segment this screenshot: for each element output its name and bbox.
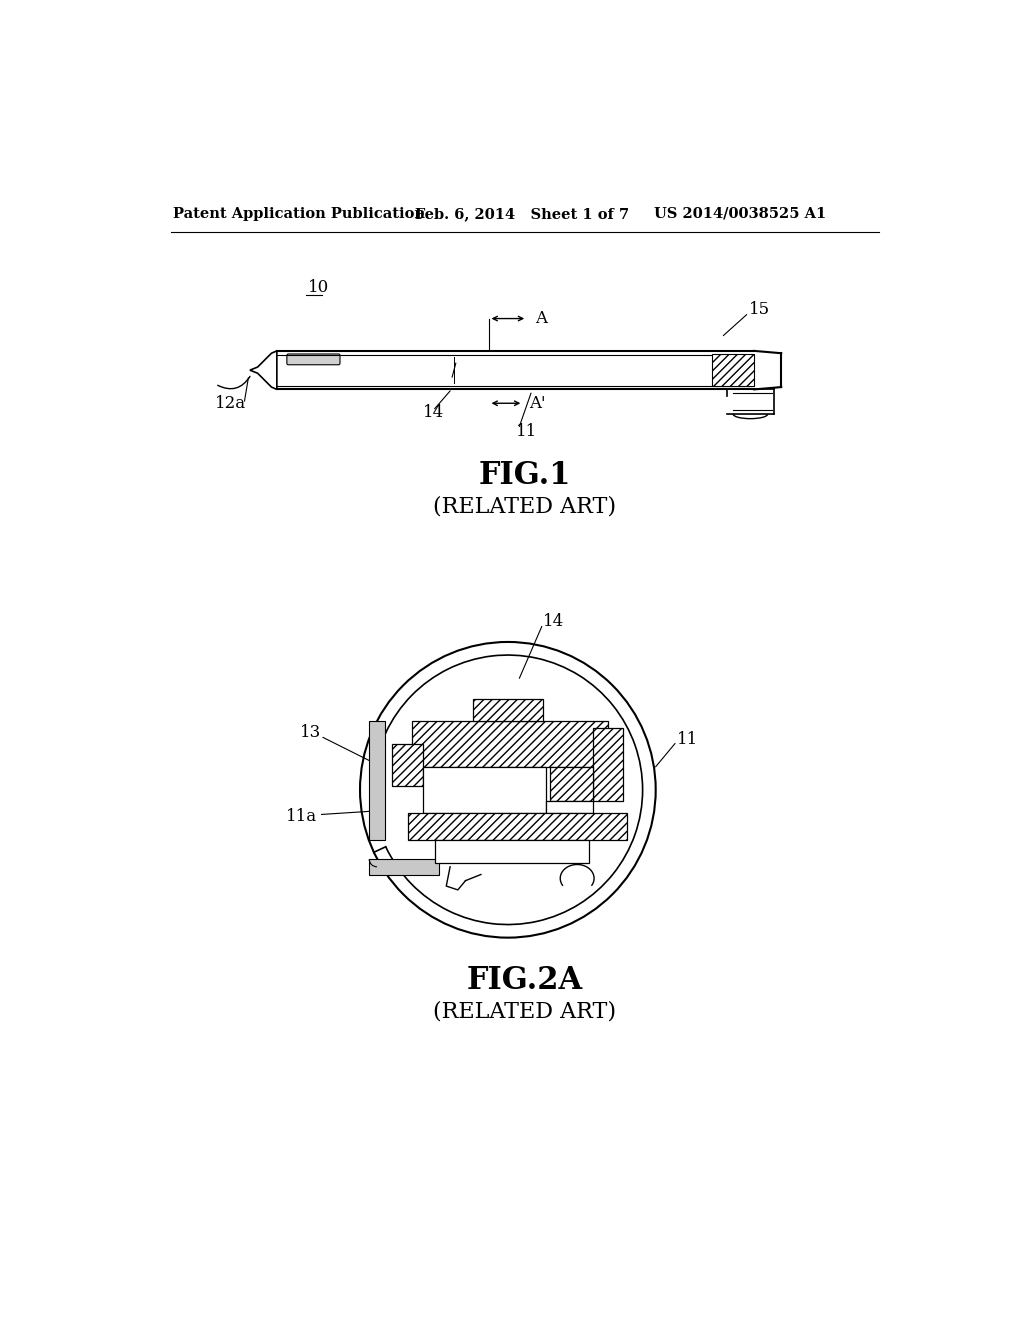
Bar (550, 767, 593, 801)
Bar (473, 700, 543, 721)
Text: (RELATED ART): (RELATED ART) (433, 495, 616, 517)
Text: Patent Application Publication: Patent Application Publication (173, 207, 425, 220)
Bar (712, 354, 755, 387)
Polygon shape (250, 351, 276, 389)
Bar (547, 801, 593, 813)
Text: 15: 15 (749, 301, 770, 318)
Bar (392, 743, 423, 785)
Text: Feb. 6, 2014   Sheet 1 of 7: Feb. 6, 2014 Sheet 1 of 7 (416, 207, 630, 220)
Text: 12a: 12a (215, 395, 247, 412)
Text: 14: 14 (423, 404, 444, 421)
Bar (370, 859, 438, 875)
Bar (435, 840, 589, 863)
Bar (423, 767, 547, 813)
Text: FIG.2A: FIG.2A (467, 965, 583, 997)
Bar (408, 813, 628, 840)
Bar (370, 721, 385, 840)
Text: US 2014/0038525 A1: US 2014/0038525 A1 (654, 207, 826, 220)
Bar (593, 729, 624, 801)
Text: 10: 10 (307, 280, 329, 296)
FancyBboxPatch shape (287, 354, 340, 364)
Bar (412, 721, 608, 767)
Text: 11: 11 (677, 731, 698, 748)
Text: A: A (535, 310, 547, 327)
Text: 14: 14 (543, 614, 564, 631)
Text: 11: 11 (515, 424, 537, 441)
Circle shape (360, 642, 655, 937)
Text: 13: 13 (300, 723, 322, 741)
Text: 11a: 11a (286, 808, 317, 825)
Text: (RELATED ART): (RELATED ART) (433, 1001, 616, 1023)
Text: FIG.1: FIG.1 (478, 461, 571, 491)
Text: A': A' (529, 395, 546, 412)
